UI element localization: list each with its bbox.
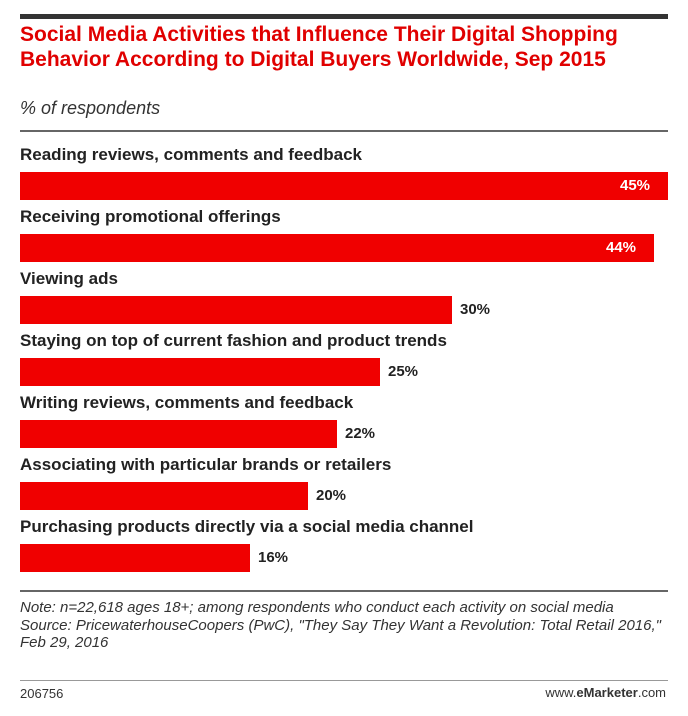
bar — [20, 172, 668, 200]
brand-logo: www.eMarketer.com — [545, 685, 666, 700]
value-label: 16% — [258, 549, 289, 566]
header-divider — [20, 130, 668, 132]
bar — [20, 544, 250, 572]
note-text: Note: n=22,618 ages 18+; among responden… — [20, 599, 614, 616]
category-label: Reading reviews, comments and feedback — [20, 145, 363, 164]
brand-name: eMarketer — [576, 685, 638, 700]
category-label: Purchasing products directly via a socia… — [20, 517, 474, 536]
brand-suffix: .com — [637, 685, 666, 700]
brand-prefix: www. — [545, 685, 577, 700]
top-rule — [20, 14, 668, 19]
bar — [20, 234, 654, 262]
category-label: Receiving promotional offerings — [20, 207, 281, 226]
category-label: Viewing ads — [20, 269, 118, 288]
bar — [20, 420, 337, 448]
category-label: Staying on top of current fashion and pr… — [20, 331, 447, 350]
value-label: 25% — [388, 363, 419, 380]
bar — [20, 296, 452, 324]
bar — [20, 358, 380, 386]
value-label: 45% — [620, 177, 651, 194]
footnote: Note: n=22,618 ages 18+; among responden… — [20, 599, 668, 652]
footer-divider — [20, 590, 668, 592]
bottom-divider — [20, 680, 668, 681]
value-label: 20% — [316, 487, 347, 504]
category-label: Associating with particular brands or re… — [20, 455, 392, 474]
bar — [20, 482, 308, 510]
value-label: 30% — [460, 301, 491, 318]
chart-subtitle: % of respondents — [20, 98, 161, 118]
source-text: Source: PricewaterhouseCoopers (PwC), "T… — [20, 616, 661, 652]
value-label: 22% — [345, 425, 376, 442]
value-label: 44% — [606, 239, 637, 256]
chart-id: 206756 — [20, 686, 64, 701]
category-label: Writing reviews, comments and feedback — [20, 393, 354, 412]
chart-title: Social Media Activities that Influence T… — [20, 23, 618, 71]
